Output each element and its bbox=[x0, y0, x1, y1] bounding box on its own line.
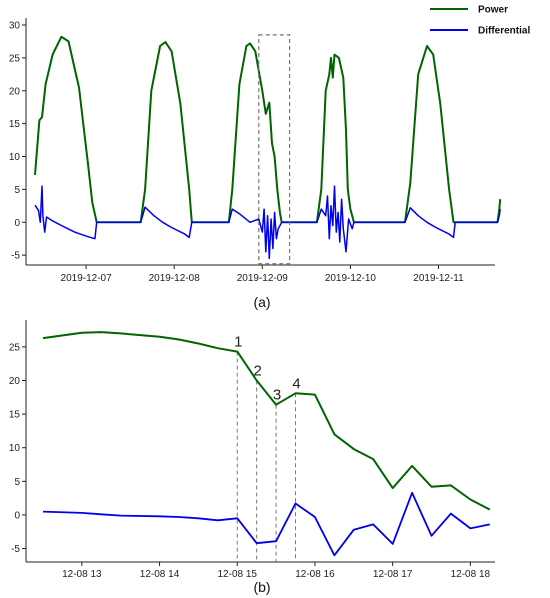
highlight-box bbox=[258, 34, 291, 265]
event-label-1: 1 bbox=[234, 334, 242, 351]
legend-label-power: Power bbox=[478, 5, 508, 16]
x-tick-label: 2019-12-09 bbox=[237, 273, 289, 284]
event-label-4: 4 bbox=[292, 375, 300, 392]
event-label-3: 3 bbox=[273, 387, 281, 404]
legend-label-differential: Differential bbox=[478, 26, 530, 37]
y-tick-label: 10 bbox=[9, 152, 21, 163]
caption-a: (a) bbox=[253, 294, 270, 310]
y-tick-label: 15 bbox=[9, 119, 21, 130]
y-tick-label: 25 bbox=[9, 53, 21, 64]
event-label-2: 2 bbox=[254, 363, 262, 380]
caption-b: (b) bbox=[253, 579, 270, 595]
x-tick-label: 12-08 13 bbox=[62, 569, 102, 580]
panel-b-chart: -5 0 5 10 15 20 25 12-08 13 12-08 14 12-08 15 12-0… bbox=[9, 320, 495, 580]
panel-a-chart: -5 0 5 10 15 20 25 30 2019-12-07 2019-12-08 2019-1… bbox=[9, 5, 531, 285]
y-tick-label: -5 bbox=[11, 251, 20, 262]
y-tick-label: 15 bbox=[9, 410, 21, 421]
y-tick-label: 5 bbox=[14, 185, 20, 196]
x-tick-label: 12-08 14 bbox=[140, 569, 180, 580]
series-line-power bbox=[34, 35, 502, 224]
x-tick-label: 2019-12-10 bbox=[325, 273, 377, 284]
x-tick-label: 12-08 15 bbox=[218, 569, 258, 580]
x-tick-label: 12-08 18 bbox=[451, 569, 491, 580]
x-tick-label: 12-08 16 bbox=[295, 569, 335, 580]
series-line-differential bbox=[34, 185, 501, 260]
y-tick-label: 10 bbox=[9, 443, 21, 454]
y-tick-label: 5 bbox=[14, 477, 20, 488]
series-line-differential bbox=[42, 491, 490, 557]
y-tick-label: -5 bbox=[11, 544, 20, 555]
x-tick-label: 2019-12-08 bbox=[149, 273, 201, 284]
y-tick-label: 20 bbox=[9, 86, 21, 97]
y-tick-label: 30 bbox=[9, 21, 21, 32]
y-tick-label: 0 bbox=[14, 510, 20, 521]
y-tick-label: 0 bbox=[14, 218, 20, 229]
y-tick-label: 20 bbox=[9, 376, 21, 387]
series-line-power bbox=[42, 331, 491, 511]
x-tick-label: 12-08 17 bbox=[373, 569, 413, 580]
x-tick-label: 2019-12-07 bbox=[61, 273, 113, 284]
legend: Power Differential bbox=[430, 5, 530, 37]
x-tick-label: 2019-12-11 bbox=[413, 273, 464, 284]
y-tick-label: 25 bbox=[9, 342, 21, 353]
